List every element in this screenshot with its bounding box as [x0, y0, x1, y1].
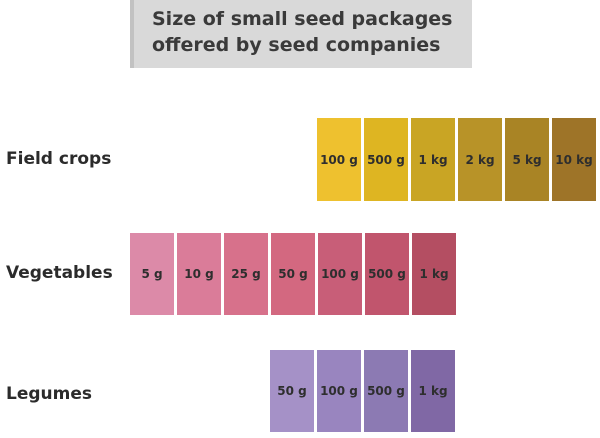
package-size-cell: 500 g [365, 233, 409, 315]
package-size-cell: 25 g [224, 233, 268, 315]
package-size-cell: 2 kg [458, 118, 502, 201]
title-banner: Size of small seed packages offered by s… [130, 0, 472, 68]
package-size-cell: 100 g [317, 350, 361, 432]
package-size-cell: 1 kg [411, 350, 455, 432]
package-size-cell: 10 kg [552, 118, 596, 201]
package-size-cell: 1 kg [411, 118, 455, 201]
package-size-cell: 100 g [317, 118, 361, 201]
package-size-cell: 5 g [130, 233, 174, 315]
package-size-cell: 500 g [364, 118, 408, 201]
package-size-cell: 50 g [270, 350, 314, 432]
chart-title: Size of small seed packages offered by s… [152, 8, 453, 56]
package-size-cell: 10 g [177, 233, 221, 315]
package-size-cell: 50 g [271, 233, 315, 315]
package-size-cell: 1 kg [412, 233, 456, 315]
package-size-cell: 500 g [364, 350, 408, 432]
row-label-legumes: Legumes [6, 384, 92, 404]
row-label-vegetables: Vegetables [6, 263, 113, 283]
package-size-cell: 5 kg [505, 118, 549, 201]
row-label-field-crops: Field crops [6, 149, 112, 169]
package-size-cell: 100 g [318, 233, 362, 315]
